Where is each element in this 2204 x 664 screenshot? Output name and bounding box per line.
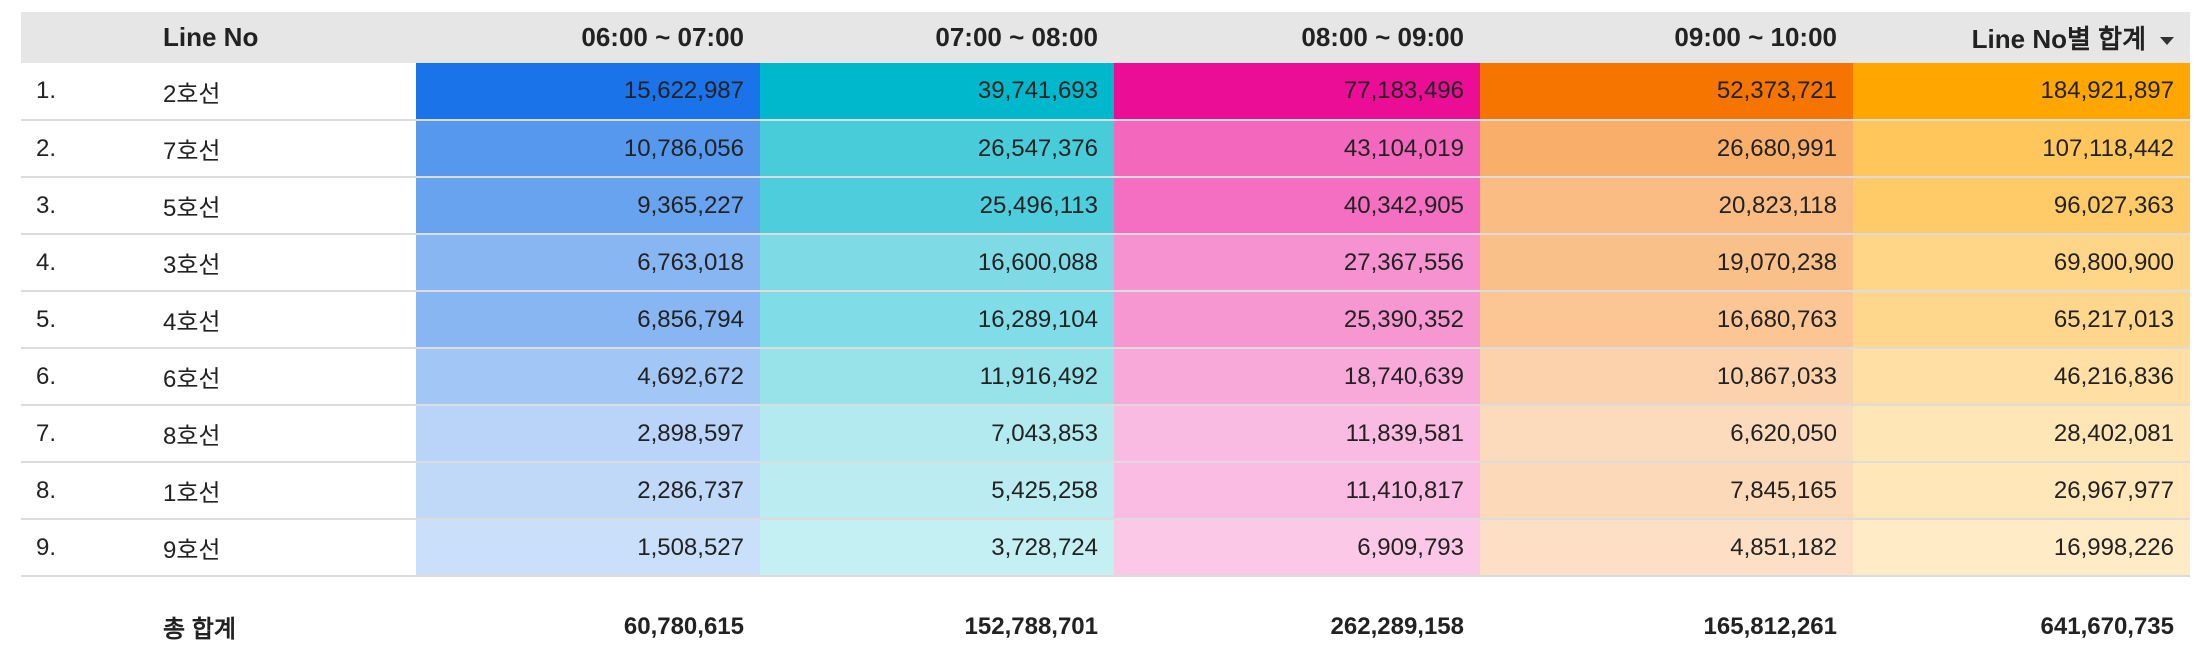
row-line-no: 9호선: [163, 519, 416, 577]
cell-total: 46,216,836: [1853, 348, 2190, 406]
footer-rank: [21, 576, 163, 658]
cell-h3: 43,104,019: [1114, 120, 1480, 178]
cell-h4: 10,867,033: [1480, 348, 1853, 406]
table-body: 1. 2호선 15,622,987 39,741,693 77,183,496 52,37…: [21, 63, 2190, 577]
cell-h4: 4,851,182: [1480, 519, 1853, 577]
row-rank: 9.: [21, 519, 163, 577]
cell-h4: 52,373,721: [1480, 63, 1853, 121]
cell-total: 184,921,897: [1853, 63, 2190, 121]
row-line-no: 5호선: [163, 177, 416, 235]
row-line-no: 4호선: [163, 291, 416, 349]
table-row[interactable]: 7. 8호선 2,898,597 7,043,853 11,839,581 6,620,0…: [21, 405, 2190, 463]
row-rank: 3.: [21, 177, 163, 235]
table-row[interactable]: 8. 1호선 2,286,737 5,425,258 11,410,817 7,845,1…: [21, 462, 2190, 520]
footer-0700-0800: 152,788,701: [964, 612, 1098, 640]
cell-h3: 77,183,496: [1114, 63, 1480, 121]
row-rank: 7.: [21, 405, 163, 463]
header-rank: [21, 12, 163, 63]
row-line-no: 2호선: [163, 63, 416, 121]
cell-h1: 10,786,056: [416, 120, 760, 178]
cell-h4: 26,680,991: [1480, 120, 1853, 178]
table-row[interactable]: 4. 3호선 6,763,018 16,600,088 27,367,556 19,070…: [21, 234, 2190, 292]
cell-h1: 15,622,987: [416, 63, 760, 121]
row-line-no: 3호선: [163, 234, 416, 292]
cell-h3: 11,410,817: [1114, 462, 1480, 520]
cell-h3: 40,342,905: [1114, 177, 1480, 235]
header-line-total-label: Line No별 합계: [1971, 24, 2146, 54]
table-row[interactable]: 9. 9호선 1,508,527 3,728,724 6,909,793 4,851,18…: [21, 519, 2190, 577]
cell-total: 26,967,977: [1853, 462, 2190, 520]
cell-h4: 6,620,050: [1480, 405, 1853, 463]
cell-h3: 27,367,556: [1114, 234, 1480, 292]
cell-h2: 25,496,113: [760, 177, 1114, 235]
cell-h2: 7,043,853: [760, 405, 1114, 463]
cell-h1: 4,692,672: [416, 348, 760, 406]
cell-h1: 2,286,737: [416, 462, 760, 520]
cell-h4: 20,823,118: [1480, 177, 1853, 235]
header-line-no[interactable]: Line No: [163, 12, 416, 63]
row-rank: 5.: [21, 291, 163, 349]
cell-h4: 19,070,238: [1480, 234, 1853, 292]
row-rank: 1.: [21, 63, 163, 121]
cell-h2: 16,600,088: [760, 234, 1114, 292]
header-0800-0900[interactable]: 08:00 ~ 09:00: [1114, 12, 1480, 63]
footer-line-total: 641,670,735: [2040, 612, 2174, 640]
row-line-no: 8호선: [163, 405, 416, 463]
cell-total: 16,998,226: [1853, 519, 2190, 577]
pivot-table: Line No 06:00 ~ 07:00 07:00 ~ 08:00 08:0…: [21, 12, 2190, 658]
row-line-no: 6호선: [163, 348, 416, 406]
header-0700-0800[interactable]: 07:00 ~ 08:00: [760, 12, 1114, 63]
table-row[interactable]: 3. 5호선 9,365,227 25,496,113 40,342,905 20,823…: [21, 177, 2190, 235]
table-row[interactable]: 1. 2호선 15,622,987 39,741,693 77,183,496 52,37…: [21, 63, 2190, 121]
row-rank: 4.: [21, 234, 163, 292]
footer-0900-1000: 165,812,261: [1703, 612, 1837, 640]
row-line-no: 7호선: [163, 120, 416, 178]
header-line-total[interactable]: Line No별 합계: [1853, 12, 2190, 63]
row-line-no: 1호선: [163, 462, 416, 520]
cell-h2: 26,547,376: [760, 120, 1114, 178]
table-row[interactable]: 6. 6호선 4,692,672 11,916,492 18,740,639 10,867…: [21, 348, 2190, 406]
pivot-table-container: Line No 06:00 ~ 07:00 07:00 ~ 08:00 08:0…: [21, 12, 2190, 658]
cell-h3: 18,740,639: [1114, 348, 1480, 406]
cell-total: 69,800,900: [1853, 234, 2190, 292]
cell-h3: 6,909,793: [1114, 519, 1480, 577]
sort-descending-icon[interactable]: [2160, 37, 2174, 46]
footer-label: 총 합계: [163, 616, 236, 643]
cell-h1: 6,763,018: [416, 234, 760, 292]
cell-h2: 3,728,724: [760, 519, 1114, 577]
cell-h2: 16,289,104: [760, 291, 1114, 349]
row-rank: 2.: [21, 120, 163, 178]
cell-h4: 16,680,763: [1480, 291, 1853, 349]
cell-h1: 6,856,794: [416, 291, 760, 349]
row-rank: 6.: [21, 348, 163, 406]
footer-0600-0700: 60,780,615: [623, 612, 744, 640]
cell-h1: 1,508,527: [416, 519, 760, 577]
row-rank: 8.: [21, 462, 163, 520]
table-header: Line No 06:00 ~ 07:00 07:00 ~ 08:00 08:0…: [21, 12, 2190, 63]
cell-h3: 11,839,581: [1114, 405, 1480, 463]
cell-total: 65,217,013: [1853, 291, 2190, 349]
cell-total: 96,027,363: [1853, 177, 2190, 235]
cell-total: 28,402,081: [1853, 405, 2190, 463]
table-row[interactable]: 2. 7호선 10,786,056 26,547,376 43,104,019 26,68…: [21, 120, 2190, 178]
cell-total: 107,118,442: [1853, 120, 2190, 178]
cell-h2: 39,741,693: [760, 63, 1114, 121]
header-0900-1000[interactable]: 09:00 ~ 10:00: [1480, 12, 1853, 63]
footer-0800-0900: 262,289,158: [1330, 612, 1464, 640]
cell-h4: 7,845,165: [1480, 462, 1853, 520]
cell-h2: 5,425,258: [760, 462, 1114, 520]
cell-h1: 9,365,227: [416, 177, 760, 235]
cell-h1: 2,898,597: [416, 405, 760, 463]
cell-h2: 11,916,492: [760, 348, 1114, 406]
cell-h3: 25,390,352: [1114, 291, 1480, 349]
table-footer: 총 합계 60,780,615 152,788,701 262,289,158 …: [21, 576, 2190, 658]
table-row[interactable]: 5. 4호선 6,856,794 16,289,104 25,390,352 16,680…: [21, 291, 2190, 349]
header-0600-0700[interactable]: 06:00 ~ 07:00: [416, 12, 760, 63]
